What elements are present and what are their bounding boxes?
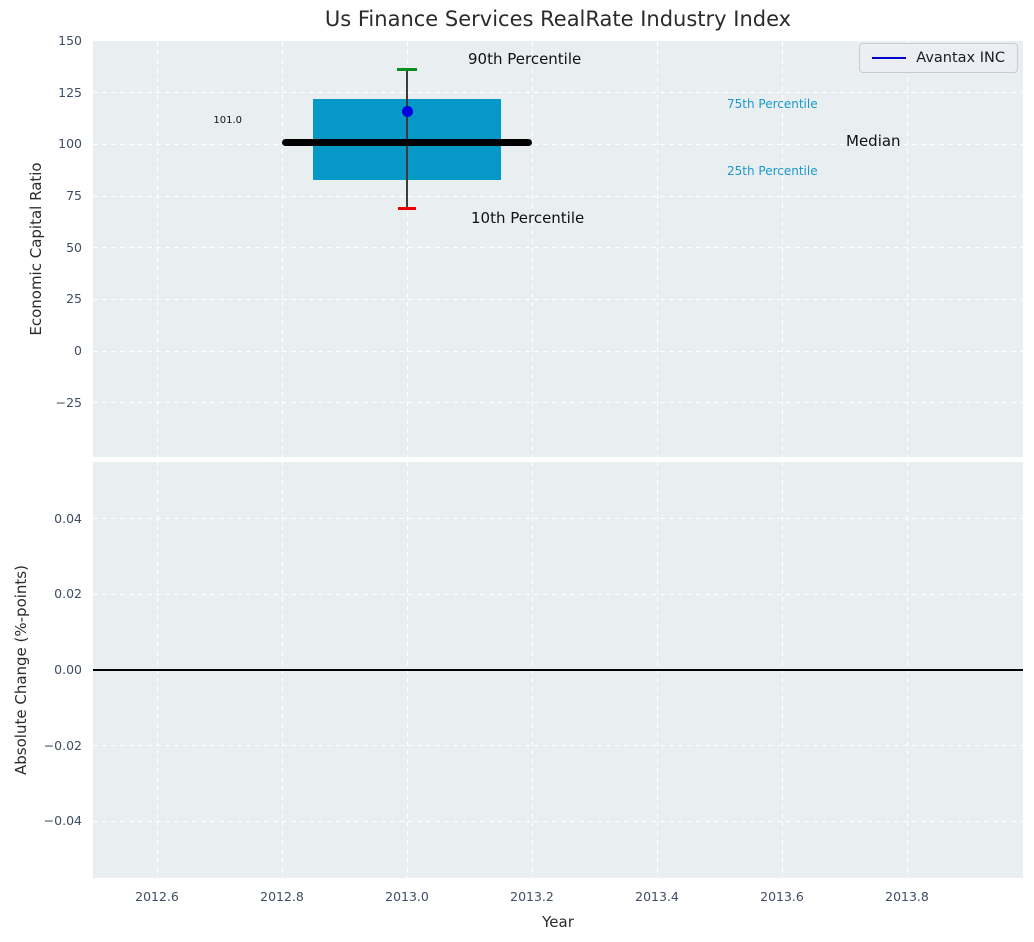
gridline-vertical: [281, 41, 283, 457]
gridline-vertical: [406, 41, 408, 457]
x-tick-label: 2013.8: [885, 889, 929, 904]
legend-line-swatch: [872, 57, 907, 59]
whisker-cap-10th: [398, 206, 416, 210]
y-tick-label: −0.04: [43, 813, 82, 829]
gridline-horizontal: [93, 593, 1023, 595]
gridline-vertical: [156, 41, 158, 457]
company-point: [401, 105, 413, 117]
annotation-median: Median: [846, 132, 901, 150]
gridline-vertical: [656, 41, 658, 457]
whisker-cap-90th: [397, 68, 417, 72]
legend: Avantax INC: [859, 43, 1018, 73]
gridline-vertical: [781, 41, 783, 457]
annotation-90th-percentile: 90th Percentile: [468, 50, 582, 68]
annotation-75th-percentile: 75th Percentile: [727, 97, 818, 111]
y-tick-label: 75: [66, 188, 82, 204]
x-axis-label: Year: [542, 913, 574, 931]
y-tick-label: −25: [55, 394, 82, 410]
gridline-horizontal: [93, 350, 1023, 352]
x-tick-label: 2012.6: [135, 889, 179, 904]
gridline-horizontal: [93, 92, 1023, 94]
gridline-horizontal: [93, 195, 1023, 197]
zero-line: [93, 669, 1023, 671]
y-tick-label: 0.00: [54, 662, 82, 677]
chart-title: Us Finance Services RealRate Industry In…: [324, 7, 792, 31]
y-tick-label: 50: [66, 239, 82, 255]
x-tick-label: 2013.0: [385, 889, 429, 904]
median-line: [282, 138, 532, 146]
legend-label: Avantax INC: [916, 50, 1005, 66]
gridline-vertical: [531, 41, 533, 457]
gridline-vertical: [906, 41, 908, 457]
annotation-10th-percentile: 10th Percentile: [471, 209, 585, 227]
x-tick-label: 2013.4: [635, 889, 679, 904]
y-axis-label-top: Economic Capital Ratio: [27, 162, 45, 336]
median-value-label: 101.0: [213, 115, 242, 127]
y-tick-label: 100: [58, 136, 82, 152]
annotation-25th-percentile: 25th Percentile: [727, 164, 818, 178]
gridline-horizontal: [93, 518, 1023, 520]
y-tick-label: 150: [58, 33, 82, 48]
gridline-horizontal: [93, 745, 1023, 747]
gridline-horizontal: [93, 402, 1023, 404]
y-tick-label: 125: [58, 84, 82, 100]
y-axis-label-bottom: Absolute Change (%-points): [12, 565, 30, 775]
x-tick-label: 2012.8: [260, 889, 304, 904]
x-tick-label: 2013.2: [510, 889, 554, 904]
gridline-horizontal: [93, 247, 1023, 249]
gridline-horizontal: [93, 143, 1023, 145]
top-axes-background: [93, 41, 1023, 457]
gridline-horizontal: [93, 298, 1023, 300]
gridline-horizontal: [93, 820, 1023, 822]
x-tick-label: 2013.6: [760, 889, 804, 904]
y-tick-label: 0.04: [54, 510, 82, 526]
y-tick-label: −0.02: [43, 737, 82, 753]
y-tick-label: 0: [74, 343, 82, 359]
y-tick-label: 25: [66, 291, 82, 307]
y-tick-label: 0.02: [54, 586, 82, 602]
